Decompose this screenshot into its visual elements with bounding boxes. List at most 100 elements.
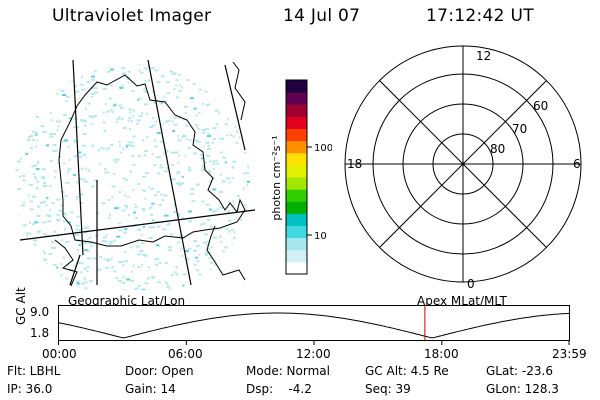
colorbar-unit-label: photon cm⁻²s⁻¹ [270,135,283,220]
speckle [117,279,122,282]
speckle [222,156,227,159]
speckle [55,62,59,64]
speckle [158,65,162,68]
speckle [209,225,213,228]
speckle [75,234,80,237]
speckle [16,160,21,163]
speckle [143,210,145,213]
speckle [215,159,218,162]
speckle [168,288,171,290]
speckle [177,73,181,76]
speckle [116,120,119,123]
speckle [34,176,37,178]
colorbar-cell [286,104,307,117]
speckle [111,185,116,188]
speckle [122,127,127,129]
speckle [190,192,195,195]
speckle [172,130,176,133]
speckle [176,172,180,175]
speckle [245,83,248,86]
speckle [162,228,166,231]
speckle [93,115,98,118]
speckle [151,153,154,156]
speckle [193,64,198,67]
speckle [107,171,110,174]
speckle [77,126,79,129]
speckle [179,84,182,87]
meridian-line [69,254,81,286]
speckle [241,227,246,230]
speckle [214,109,219,112]
speckle [178,70,182,73]
speckle [74,140,77,143]
speckle [104,240,108,243]
speckle [180,248,182,251]
speckle [39,88,44,90]
speckle [239,218,243,221]
speckle [59,278,64,281]
speckle [242,187,245,190]
speckle [175,84,178,87]
speckle [35,132,39,135]
speckle [126,206,128,209]
speckle [17,188,22,190]
speckle [206,243,209,246]
speckle [25,235,28,237]
speckle [243,151,247,154]
speckle [144,80,147,82]
speckle [15,214,20,217]
speckle [106,259,111,262]
speckle [202,68,207,71]
speckle [113,239,117,242]
speckle [161,123,164,126]
speckle [69,80,72,83]
speckle [54,286,58,289]
speckle [36,115,39,118]
speckle [118,260,123,263]
speckle [240,266,245,269]
speckle [88,236,92,239]
speckle [185,250,189,252]
speckle [227,257,230,260]
speckle [55,120,58,123]
speckle [148,237,153,239]
speckle [109,240,114,243]
colorbar-cell [286,213,307,227]
speckle [79,177,83,180]
speckle [218,112,221,115]
speckle [137,154,141,157]
speckle [54,176,56,179]
speckle [168,249,173,252]
speckle [193,263,197,266]
speckle [240,82,244,85]
speckle [144,282,149,285]
speckle [228,200,231,203]
speckle [35,145,38,148]
colorbar-cell [286,225,307,239]
speckle [128,117,132,120]
speckle [33,243,37,246]
speckle [62,220,67,223]
speckle [180,182,184,184]
speckle [47,83,50,86]
speckle [205,127,209,130]
speckle [36,255,40,258]
speckle [91,93,95,96]
speckle [34,133,38,136]
speckle [130,170,132,173]
speckle [210,246,213,248]
speckle [241,227,245,230]
speckle [164,214,169,217]
speckle [93,179,98,182]
speckle [59,274,63,277]
speckle [61,239,64,242]
speckle [166,283,169,285]
speckle [219,191,224,193]
speckle [149,226,152,229]
speckle [173,123,178,126]
speckle [78,244,81,247]
speckle [76,283,80,286]
speckle [178,214,181,217]
speckle [175,96,179,99]
speckle [144,150,149,152]
